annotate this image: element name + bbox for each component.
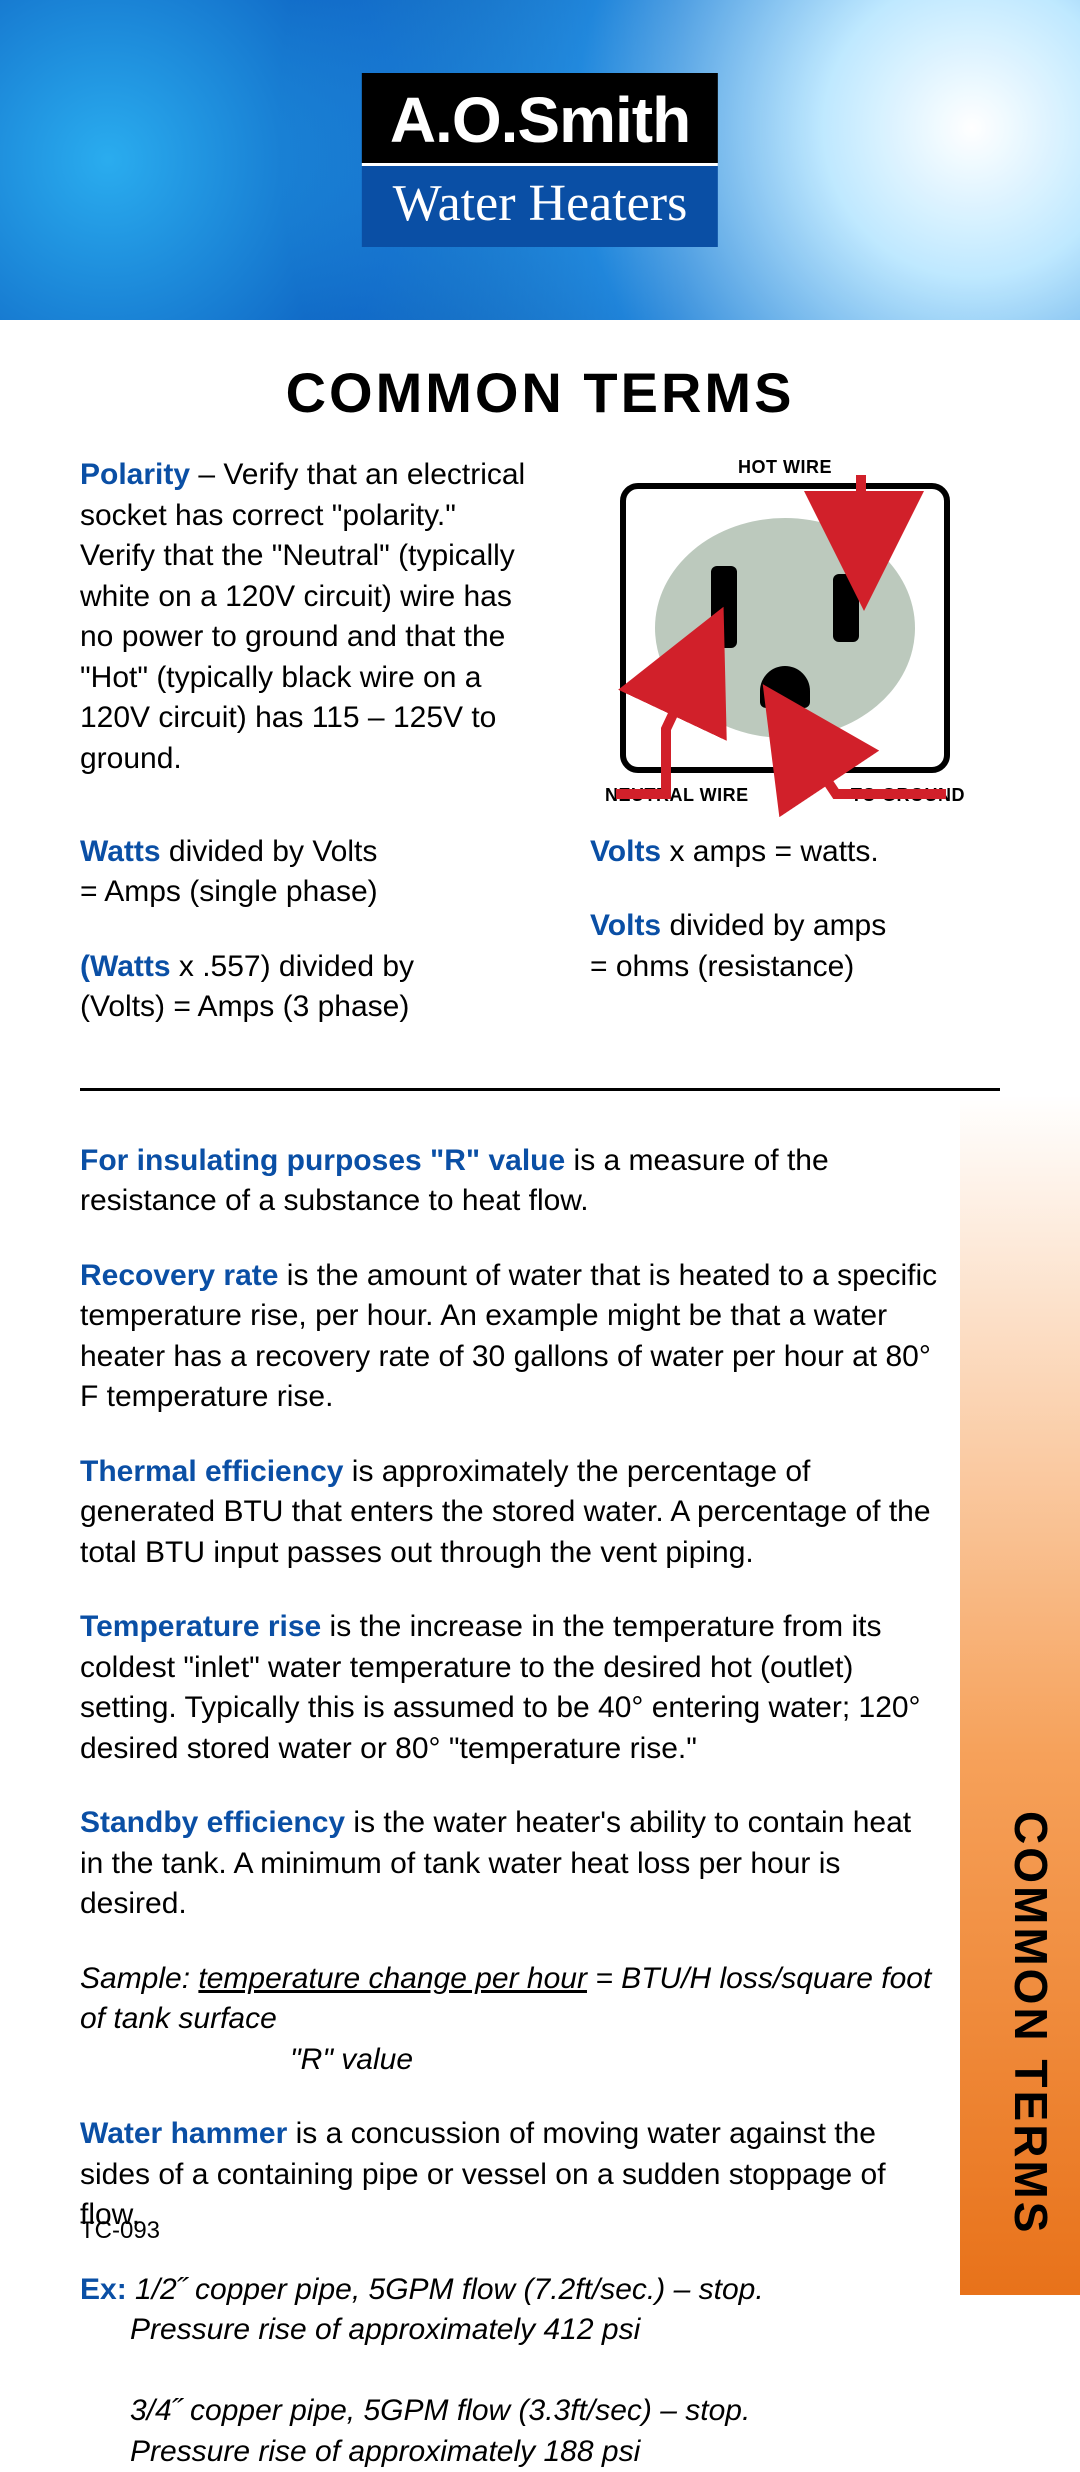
outlet-ground-slot: [760, 666, 810, 708]
polarity-definition: Polarity – Verify that an electrical soc…: [80, 455, 530, 779]
formula-volts-amps: Volts x amps = watts.: [590, 832, 1000, 873]
outlet-label-hot: HOT WIRE: [570, 455, 1000, 479]
example-block: Ex: 1/2˝ copper pipe, 5GPM flow (7.2ft/s…: [80, 2270, 940, 2472]
def-temperature-rise: Temperature rise is the increase in the …: [80, 1607, 940, 1769]
outlet-face: [655, 518, 915, 738]
side-tab-label: COMMON TERMS: [1004, 1811, 1058, 2235]
outlet-label-neutral: NEUTRAL WIRE: [605, 783, 749, 807]
def-water-hammer: Water hammer is a concussion of moving w…: [80, 2114, 940, 2236]
sample-formula: Sample: temperature change per hour = BT…: [80, 1959, 940, 2081]
def-recovery-rate: Recovery rate is the amount of water tha…: [80, 1256, 940, 1418]
outlet-hot-slot: [833, 574, 859, 642]
divider: [80, 1088, 1000, 1091]
outlet-neutral-slot: [711, 566, 737, 648]
header-banner: A.O.Smith Water Heaters: [0, 0, 1080, 320]
formula-watts-3phase: (Watts x .557) divided by (Volts) = Amps…: [80, 947, 530, 1028]
polarity-term: Polarity: [80, 458, 190, 491]
formula-watts-volts: Watts divided by Volts = Amps (single ph…: [80, 832, 530, 913]
outlet-diagram: [620, 483, 950, 773]
brand-logo: A.O.Smith Water Heaters: [362, 73, 718, 247]
footer-code: TC-093: [80, 2217, 160, 2245]
brand-line2: Water Heaters: [362, 163, 718, 247]
def-thermal-efficiency: Thermal efficiency is approximately the …: [80, 1452, 940, 1574]
def-r-value: For insulating purposes "R" value is a m…: [80, 1141, 940, 1222]
formula-volts-ohms: Volts divided by amps = ohms (resistance…: [590, 906, 1000, 987]
polarity-text: – Verify that an electrical socket has c…: [80, 458, 525, 775]
main-content: Polarity – Verify that an electrical soc…: [0, 455, 1080, 2472]
outlet-label-ground: TO GROUND: [851, 783, 965, 807]
brand-line1: A.O.Smith: [362, 73, 718, 163]
page-title: COMMON TERMS: [0, 360, 1080, 425]
def-standby-efficiency: Standby efficiency is the water heater's…: [80, 1803, 940, 1925]
